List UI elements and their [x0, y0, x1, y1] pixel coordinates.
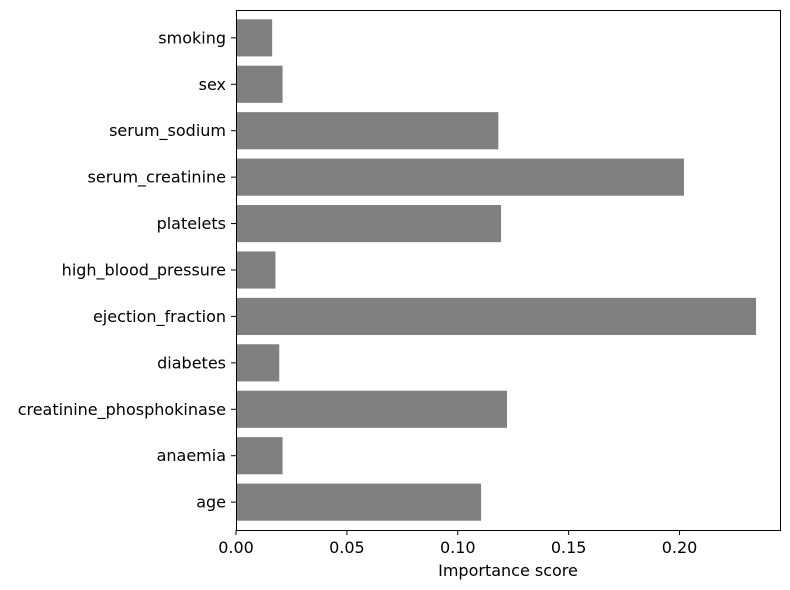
y-tick-label: anaemia	[157, 446, 226, 465]
bar-smoking	[236, 19, 273, 57]
y-tick-label: serum_sodium	[109, 121, 226, 141]
bar-serum_creatinine	[236, 158, 684, 196]
bar-ejection_fraction	[236, 297, 757, 335]
bar-sex	[236, 65, 283, 103]
y-tick-label: platelets	[157, 214, 226, 233]
x-tick-label: 0.20	[662, 538, 698, 557]
y-tick-label: diabetes	[157, 353, 226, 372]
y-tick-label: ejection_fraction	[93, 307, 226, 327]
x-axis-label: Importance score	[438, 561, 578, 580]
bars-group	[236, 19, 757, 521]
y-tick-label: sex	[199, 75, 226, 94]
x-tick-label: 0.00	[218, 538, 254, 557]
y-tick-label: serum_creatinine	[88, 168, 226, 188]
bar-high_blood_pressure	[236, 251, 276, 289]
x-ticks-group: 0.00 0.05 0.10 0.15 0.20	[218, 530, 697, 557]
bar-age	[236, 483, 482, 521]
bar-serum_sodium	[236, 112, 499, 150]
bar-platelets	[236, 205, 502, 243]
x-tick-label: 0.10	[440, 538, 476, 557]
y-ticks-group: age anaemia creatinine_phosphokinase diabet…	[18, 28, 236, 512]
bar-creatinine_phosphokinase	[236, 390, 508, 428]
x-tick-label: 0.05	[329, 538, 365, 557]
plot-frame	[236, 10, 781, 531]
x-tick-label: 0.15	[551, 538, 587, 557]
y-tick-label: creatinine_phosphokinase	[18, 400, 226, 420]
bar-diabetes	[236, 344, 280, 382]
y-tick-label: smoking	[158, 28, 226, 47]
bar-anaemia	[236, 437, 283, 475]
y-tick-label: age	[196, 493, 226, 512]
y-tick-label: high_blood_pressure	[62, 261, 226, 281]
